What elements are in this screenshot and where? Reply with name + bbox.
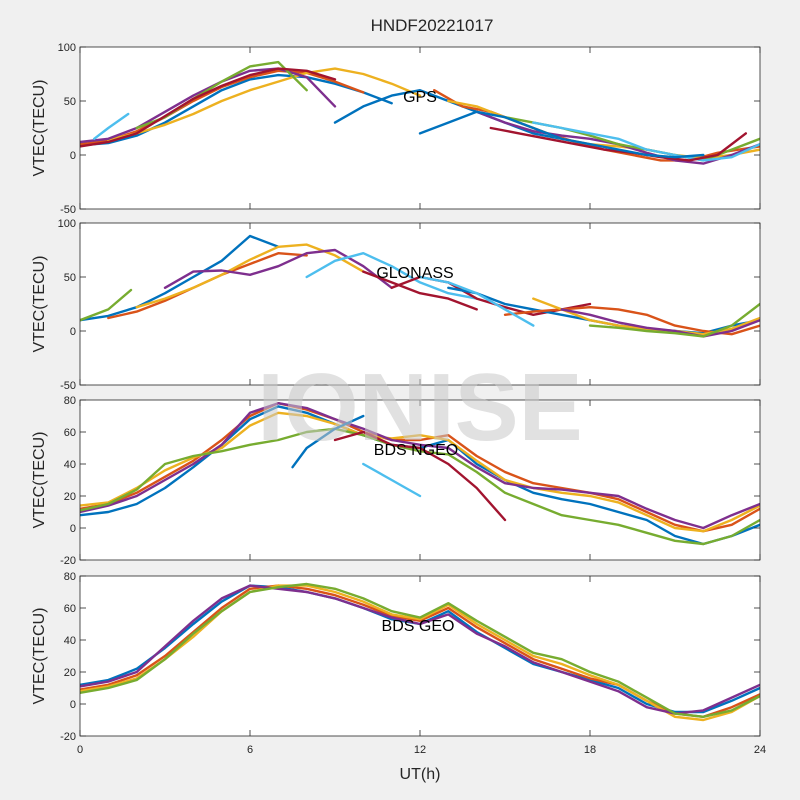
bds-ngeo-y-tick-label: 40 bbox=[64, 459, 76, 471]
bds-geo-annotation: BDS GEO bbox=[382, 618, 455, 635]
bds-ngeo-y-tick-label: 0 bbox=[70, 523, 76, 535]
gps-y-tick-label: -50 bbox=[60, 204, 76, 216]
glonass-y-tick-label: 100 bbox=[58, 218, 76, 230]
glonass-series-line-4 bbox=[163, 248, 393, 289]
glonass-y-tick-label: 50 bbox=[64, 272, 76, 284]
gps-y-tick-label: 100 bbox=[58, 42, 76, 54]
gps-y-tick-label: 50 bbox=[64, 96, 76, 108]
bds-geo-y-tick-label: 80 bbox=[64, 571, 76, 583]
gps-series-line-7 bbox=[80, 67, 337, 148]
bds-geo-plot-area bbox=[80, 576, 760, 736]
gps-series-line-6 bbox=[92, 112, 130, 141]
bds-geo-y-tick-label: 20 bbox=[64, 667, 76, 679]
figure-title: HNDF20221017 bbox=[371, 16, 494, 35]
glonass-series-line-14 bbox=[362, 270, 478, 311]
glonass-series-line-12 bbox=[588, 302, 760, 338]
bds-ngeo-y-tick-label: 60 bbox=[64, 427, 76, 439]
gps-y-tick-label: 0 bbox=[70, 150, 76, 162]
bds-ngeo-series-line-3 bbox=[80, 411, 760, 533]
bds-ngeo-series-line-2 bbox=[80, 402, 760, 533]
bds-ngeo-series-line-4 bbox=[80, 402, 760, 530]
bds-geo-series-line-5 bbox=[80, 582, 760, 718]
bds-geo-y-tick-label: 40 bbox=[64, 635, 76, 647]
bds-ngeo-series-line-7 bbox=[333, 430, 507, 522]
bds-ngeo-series-line-8 bbox=[291, 414, 365, 469]
glonass-y-tick-label: -50 bbox=[60, 380, 76, 392]
gps-series-line-13 bbox=[532, 121, 760, 162]
bds-ngeo-series-line-5 bbox=[80, 427, 760, 546]
glonass-series-line-11 bbox=[560, 308, 760, 338]
bds-geo-x-tick-label: 18 bbox=[584, 744, 596, 756]
bds-ngeo-y-axis-label: VTEC(TECU) bbox=[31, 432, 48, 529]
glonass-series-line-6 bbox=[305, 251, 478, 300]
glonass-y-tick-label: 0 bbox=[70, 326, 76, 338]
bds-ngeo-y-tick-label: 20 bbox=[64, 491, 76, 503]
bds-ngeo-series-line-6 bbox=[362, 462, 422, 498]
glonass-panel: -50 0 50 100 VTEC(TECU) GLONASS bbox=[31, 218, 761, 392]
gps-panel: -50 0 50 100 VTEC(TECU) GPS bbox=[31, 42, 761, 216]
bds-geo-x-tick-label: 0 bbox=[77, 744, 83, 756]
bds-ngeo-panel: -20 0 20 40 60 80 VTEC(TECU) BDS NGEO bbox=[31, 395, 761, 567]
glonass-series-line-1 bbox=[80, 234, 280, 322]
bds-geo-series-line-3 bbox=[80, 584, 760, 722]
bds-geo-y-axis-label: VTEC(TECU) bbox=[31, 608, 48, 705]
x-axis-label: UT(h) bbox=[400, 766, 441, 783]
gps-plot-area bbox=[80, 47, 760, 209]
bds-geo-y-tick-label: 60 bbox=[64, 603, 76, 615]
gps-series-line-3 bbox=[107, 67, 422, 142]
bds-geo-x-tick-label: 6 bbox=[247, 744, 253, 756]
bds-ngeo-y-tick-label: -20 bbox=[60, 555, 76, 567]
bds-geo-y-tick-label: -20 bbox=[60, 731, 76, 743]
gps-series-line-15 bbox=[418, 110, 705, 159]
glonass-series-line-5 bbox=[80, 288, 133, 322]
bds-geo-series-line-4 bbox=[80, 584, 760, 715]
bds-geo-x-tick-label: 12 bbox=[414, 744, 426, 756]
glonass-y-axis-label: VTEC(TECU) bbox=[31, 256, 48, 353]
gps-series-line-14 bbox=[489, 126, 747, 162]
bds-ngeo-y-tick-label: 80 bbox=[64, 395, 76, 407]
glonass-series-line-13 bbox=[418, 275, 535, 327]
bds-ngeo-annotation: BDS NGEO bbox=[374, 442, 458, 459]
bds-geo-x-tick-label: 24 bbox=[754, 744, 766, 756]
glonass-annotation: GLONASS bbox=[376, 265, 453, 282]
bds-geo-y-tick-label: 0 bbox=[70, 699, 76, 711]
glonass-plot-area bbox=[80, 223, 760, 385]
gps-series-line-1 bbox=[80, 73, 393, 147]
gps-series-line-4 bbox=[80, 67, 337, 144]
gps-annotation: GPS bbox=[403, 89, 437, 106]
watermark: IONISE bbox=[257, 354, 582, 461]
gps-y-axis-label: VTEC(TECU) bbox=[31, 80, 48, 177]
